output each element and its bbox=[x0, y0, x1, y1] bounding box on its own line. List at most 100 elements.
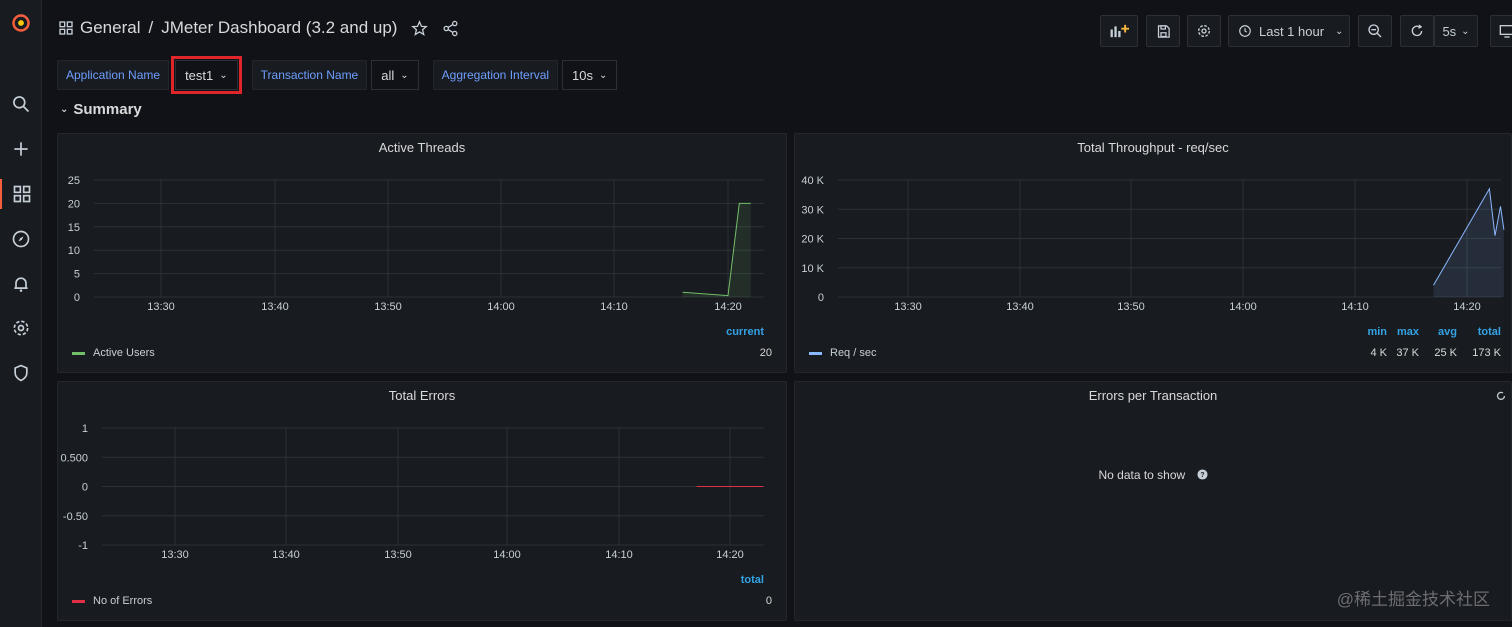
refresh-interval-picker[interactable]: 5s ⌄ bbox=[1434, 15, 1478, 47]
x-tick-label: 14:20 bbox=[1453, 301, 1481, 313]
y-tick-label: 10 K bbox=[801, 263, 824, 275]
chevron-down-icon: ⌄ bbox=[1461, 25, 1470, 37]
star-icon[interactable] bbox=[411, 19, 429, 37]
y-tick-label: 20 bbox=[68, 198, 80, 210]
y-tick-label: 5 bbox=[74, 269, 80, 281]
compass-icon[interactable] bbox=[0, 224, 42, 254]
variable-select-application-name[interactable]: test1 ⌄ bbox=[171, 56, 242, 94]
share-icon[interactable] bbox=[442, 20, 459, 37]
legend-value-avg: 25 K bbox=[1434, 347, 1457, 359]
legend-column-current: current bbox=[726, 326, 764, 338]
y-tick-label: 0 bbox=[74, 292, 80, 304]
legend-value-min: 4 K bbox=[1370, 347, 1387, 359]
x-tick-label: 14:10 bbox=[605, 549, 633, 561]
legend-item-active-users[interactable]: Active Users bbox=[72, 347, 155, 359]
zoom-out-icon bbox=[1368, 24, 1382, 38]
legend-swatch bbox=[809, 351, 822, 355]
y-tick-label: -0.50 bbox=[63, 511, 88, 523]
x-tick-label: 13:50 bbox=[1117, 301, 1145, 313]
legend-item-req-sec[interactable]: Req / sec bbox=[809, 347, 876, 359]
plus-icon[interactable] bbox=[0, 134, 42, 164]
panel-title: Total Errors bbox=[388, 388, 456, 403]
legend-series-name: Active Users bbox=[93, 347, 155, 359]
chevron-down-icon: ⌄ bbox=[60, 104, 69, 115]
question-circle-icon[interactable]: ? bbox=[1196, 469, 1208, 480]
dashboard-grid-icon bbox=[59, 21, 73, 35]
dashboard-title[interactable]: JMeter Dashboard (3.2 and up) bbox=[161, 18, 398, 37]
series-line bbox=[1433, 187, 1505, 286]
variable-select-transaction-name[interactable]: all ⌄ bbox=[371, 60, 419, 90]
panel-total-errors[interactable]: Total Errors 1 0.500 0 -0.50 -1 13:30 13:40 13:… bbox=[57, 381, 787, 621]
x-tick-label: 14:10 bbox=[600, 301, 628, 313]
panel-total-throughput[interactable]: Total Throughput - req/sec 40 K 30 K 20 K 1… bbox=[794, 133, 1512, 373]
side-menu bbox=[0, 0, 42, 627]
x-tick-label: 13:30 bbox=[161, 549, 189, 561]
chevron-down-icon: ⌄ bbox=[219, 69, 228, 81]
chart-active-threads: 25 20 15 10 5 0 13:30 13:40 13:50 14:00 14:10 14:20 bbox=[68, 175, 764, 313]
legend-value-total: 173 K bbox=[1472, 347, 1501, 359]
tv-mode-button[interactable] bbox=[1490, 15, 1512, 47]
refresh-button[interactable] bbox=[1400, 15, 1434, 47]
watermark: @稀土掘金技术社区 bbox=[1336, 590, 1490, 609]
dashboard-settings-button[interactable] bbox=[1187, 15, 1221, 47]
add-panel-button[interactable] bbox=[1100, 15, 1138, 47]
save-icon bbox=[1157, 24, 1170, 38]
grafana-logo-icon[interactable] bbox=[0, 8, 42, 38]
panel-active-threads[interactable]: Active Threads 25 20 15 10 5 0 13:30 13:40 13:50… bbox=[57, 133, 787, 373]
no-data-text: No data to show bbox=[1098, 468, 1186, 482]
y-tick-label: -1 bbox=[78, 540, 88, 552]
variable-value: all bbox=[381, 67, 395, 83]
chevron-down-icon: ⌄ bbox=[400, 69, 409, 81]
template-variables: Application Name test1 ⌄ Transaction Nam… bbox=[57, 56, 631, 94]
chart-total-errors: 1 0.500 0 -0.50 -1 13:30 13:40 13:50 14:00 14:10 1… bbox=[60, 423, 764, 561]
refresh-interval-label: 5s bbox=[1442, 23, 1457, 39]
legend-column-max: max bbox=[1396, 326, 1419, 338]
bell-icon[interactable] bbox=[0, 269, 42, 299]
dashboards-icon[interactable] bbox=[0, 179, 42, 209]
y-tick-label: 0 bbox=[82, 482, 88, 494]
search-icon[interactable] bbox=[0, 89, 42, 119]
variable-value: 10s bbox=[572, 67, 594, 83]
chart-total-throughput: 40 K 30 K 20 K 10 K 0 13:30 13:40 13:50 14:00 14:… bbox=[801, 175, 1505, 313]
x-tick-label: 14:00 bbox=[493, 549, 521, 561]
chevron-down-icon: ⌄ bbox=[599, 69, 608, 81]
series-line bbox=[682, 202, 751, 297]
series-area bbox=[682, 203, 751, 297]
no-data-message: No data to show ? bbox=[795, 468, 1511, 482]
variable-label-aggregation-interval: Aggregation Interval bbox=[432, 60, 559, 90]
variable-select-aggregation-interval[interactable]: 10s ⌄ bbox=[562, 60, 618, 90]
row-header-summary[interactable]: ⌄ Summary bbox=[60, 101, 142, 118]
legend-swatch bbox=[72, 351, 85, 355]
x-tick-label: 13:50 bbox=[384, 549, 412, 561]
y-tick-label: 15 bbox=[68, 222, 80, 234]
panel-title: Active Threads bbox=[378, 140, 466, 155]
y-tick-label: 0 bbox=[818, 292, 824, 304]
refresh-icon bbox=[1411, 24, 1423, 37]
clock-icon bbox=[1239, 25, 1251, 37]
y-tick-label: 40 K bbox=[801, 175, 824, 187]
y-tick-label: 0.500 bbox=[60, 452, 88, 464]
add-panel-icon bbox=[1110, 24, 1129, 38]
breadcrumb-folder[interactable]: General bbox=[80, 18, 141, 37]
gear-icon[interactable] bbox=[0, 313, 42, 343]
legend-series-name: No of Errors bbox=[93, 595, 153, 607]
breadcrumb: General / JMeter Dashboard (3.2 and up) bbox=[58, 18, 459, 38]
save-dashboard-button[interactable] bbox=[1146, 15, 1180, 47]
y-tick-label: 1 bbox=[82, 423, 88, 435]
time-range-label: Last 1 hour bbox=[1259, 23, 1325, 39]
shield-icon[interactable] bbox=[0, 358, 42, 388]
legend-column-min: min bbox=[1367, 326, 1387, 338]
zoom-out-button[interactable] bbox=[1358, 15, 1392, 47]
legend-swatch bbox=[72, 599, 85, 603]
y-tick-label: 25 bbox=[68, 175, 80, 187]
breadcrumb-separator: / bbox=[148, 18, 154, 37]
x-tick-label: 13:30 bbox=[894, 301, 922, 313]
legend-column-total: total bbox=[740, 574, 764, 586]
legend-item-no-of-errors[interactable]: No of Errors bbox=[72, 595, 152, 607]
panel-errors-per-transaction[interactable]: Errors per Transaction No data to show ? bbox=[794, 381, 1512, 621]
time-range-picker[interactable]: Last 1 hour ⌄ bbox=[1228, 15, 1350, 47]
x-tick-label: 14:20 bbox=[714, 301, 742, 313]
monitor-icon bbox=[1499, 25, 1512, 38]
series-area bbox=[1433, 188, 1504, 297]
legend-value-current: 20 bbox=[759, 347, 772, 359]
